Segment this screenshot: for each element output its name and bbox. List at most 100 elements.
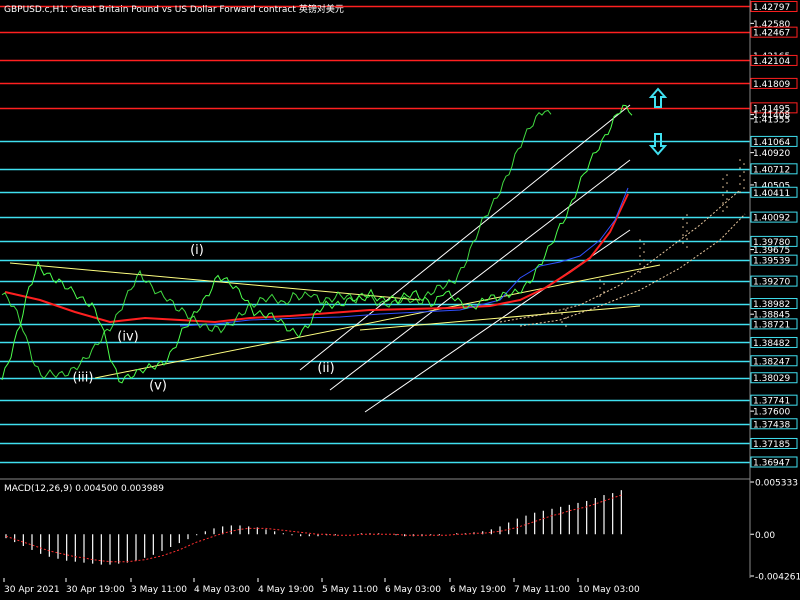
y-tick-label-1: 1.42580	[753, 20, 790, 30]
cloud-dot-0-322	[561, 321, 563, 323]
y-tick-box-22	[750, 336, 798, 348]
macd-tick-label-1: 0.00	[755, 531, 775, 541]
wave-label-0: (i)	[190, 243, 204, 258]
wave-label-2: (iv)	[117, 329, 138, 344]
ma-blue-line	[179, 187, 629, 327]
y-tick-box-18	[750, 275, 798, 287]
y-tick-box-9	[750, 135, 798, 147]
y-tick-box-14	[750, 211, 798, 223]
x-tick-label-2: 3 May 11:00	[131, 585, 187, 595]
cloud-dot-0-318	[565, 317, 567, 319]
cloud-dot-5-192	[739, 191, 741, 193]
y-tick-label-15: 1.39780	[753, 238, 790, 248]
lagging-line	[1, 109, 552, 380]
y-tick-box-19	[750, 298, 798, 310]
y-tick-box-11	[750, 163, 798, 175]
cloud-dot-4-191	[726, 190, 728, 192]
y-tick-label-13: 1.40411	[753, 189, 790, 199]
wave-labels: (i)(iii)(iv)(v)(ii)(iii)(iv)(v)	[73, 243, 335, 393]
y-tick-label-19: 1.38982	[753, 300, 790, 310]
ichimoku-cloud	[499, 159, 746, 327]
y-tick-box-27	[750, 418, 798, 430]
cloud-dot-5-188	[743, 187, 745, 189]
cloud-dot-4-211	[722, 210, 724, 212]
y-tick-label-12: 1.40505	[753, 181, 790, 191]
cloud-dot-3-223	[686, 222, 688, 224]
cloud-dot-4-203	[722, 202, 724, 204]
y-tick-label-8: 1.41355	[753, 115, 790, 125]
y-tick-box-29	[750, 456, 798, 468]
y-tick-box-21	[750, 318, 798, 330]
y-tick-box-25	[750, 394, 798, 406]
cloud-dot-4-195	[722, 194, 724, 196]
horizontal-levels	[0, 5, 750, 464]
cloud-dot-5-160	[739, 159, 741, 161]
cloud-dot-0-326	[565, 325, 567, 327]
cloud-dot-2-260	[643, 259, 645, 261]
cloud-dot-5-168	[739, 167, 741, 169]
trendline-lower	[94, 264, 661, 379]
cloud-dot-0-314	[561, 313, 563, 315]
channel-line-upper	[299, 104, 631, 371]
x-tick-label-0: 30 Apr 2021	[4, 585, 60, 595]
x-tick-label-4: 4 May 19:00	[258, 585, 314, 595]
price-series	[1, 104, 633, 384]
y-tick-box-15	[750, 235, 798, 247]
y-tick-label-20: 1.38845	[753, 311, 790, 321]
y-tick-label-29: 1.36947	[753, 458, 790, 468]
cloud-dot-4-199	[726, 198, 728, 200]
cloud-edge-upper	[499, 189, 741, 323]
wave-label-4: (ii)	[317, 361, 334, 376]
y-tick-label-17: 1.39539	[753, 257, 790, 267]
x-tick-label-1: 30 Apr 19:00	[66, 585, 125, 595]
cloud-dot-5-184	[739, 183, 741, 185]
y-tick-label-18: 1.39270	[753, 278, 790, 288]
channel-line-middle	[329, 159, 631, 391]
y-tick-label-0: 1.42797	[753, 3, 790, 13]
time-axis: 30 Apr 2021 30 Apr 19:00 3 May 11:00 4 May …	[3, 578, 640, 595]
y-tick-box-4	[750, 54, 798, 66]
x-tick-label-6: 6 May 03:00	[385, 585, 441, 595]
macd-tick-label-2: -0.004261	[755, 573, 800, 583]
cloud-dot-2-272	[639, 271, 641, 273]
y-tick-label-27: 1.37438	[753, 420, 790, 430]
cloud-dot-2-268	[643, 267, 645, 269]
y-tick-label-22: 1.38482	[753, 339, 790, 349]
y-tick-box-23	[750, 355, 798, 367]
cloud-dot-1-296	[599, 295, 601, 297]
y-tick-label-5: 1.41809	[753, 80, 790, 90]
cloud-dot-4-207	[726, 206, 728, 208]
chart-title: GBPUSD.c,H1: Great Britain Pound vs US D…	[4, 3, 344, 15]
macd-panel: 0.005333 0.00 -0.004261	[5, 479, 800, 583]
price-axis: 1.427971.425801.424671.421651.421041.418…	[750, 0, 798, 468]
y-tick-box-24	[750, 372, 798, 384]
cloud-dot-1-288	[599, 287, 601, 289]
cloud-dot-4-175	[726, 174, 728, 176]
y-tick-label-14: 1.40092	[753, 214, 790, 224]
y-tick-label-10: 1.40920	[753, 149, 790, 159]
trendline-base	[359, 305, 641, 331]
cloud-dot-3-215	[686, 214, 688, 216]
price-line	[1, 104, 633, 384]
y-tick-box-17	[750, 254, 798, 266]
cloud-dot-5-180	[743, 179, 745, 181]
cloud-dot-4-179	[722, 178, 724, 180]
y-tick-box-0	[750, 0, 798, 12]
cloud-dot-2-240	[639, 239, 641, 241]
cloud-dot-4-187	[722, 186, 724, 188]
y-tick-label-7: 1.41408	[753, 111, 790, 121]
y-tick-box-6	[750, 102, 798, 114]
macd-signal-line	[5, 494, 622, 563]
x-tick-label-5: 5 May 11:00	[322, 585, 378, 595]
x-tick-label-3: 4 May 03:00	[194, 585, 250, 595]
cloud-dot-5-176	[739, 175, 741, 177]
cloud-dot-3-231	[686, 230, 688, 232]
ma-red-line	[4, 193, 629, 324]
y-tick-box-2	[750, 26, 798, 38]
y-tick-box-13	[750, 186, 798, 198]
x-tick-label-8: 7 May 11:00	[514, 585, 570, 595]
trendline-upper	[9, 262, 421, 301]
cloud-dot-2-252	[643, 251, 645, 253]
trend-channel	[9, 104, 661, 413]
